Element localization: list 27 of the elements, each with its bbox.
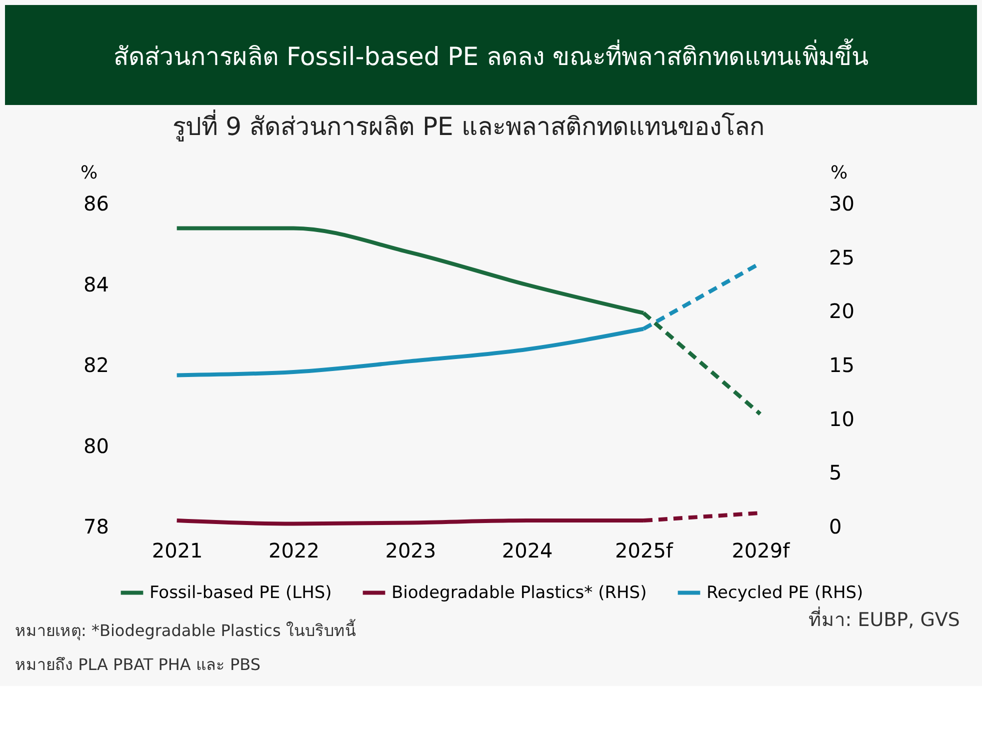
x-tick-label: 2022 (268, 538, 320, 562)
y2-tick-label: 5 (829, 460, 842, 485)
y-axis-title: % (80, 162, 98, 184)
y-tick-label: 86 (84, 192, 109, 216)
text: หมายเหตุ: *Biodegradable Plastics ในบริบทนี้ หมายถึง PLA PBAT PHA และ PBS (15, 619, 356, 674)
y2-tick-label: 15 (829, 353, 854, 377)
y2-axis-title: % (830, 162, 848, 184)
y2-tick-label: 25 (829, 245, 854, 270)
legend-label: Biodegradable Plastics* (RHS) (392, 582, 647, 603)
y2-tick-label: 0 (829, 514, 842, 538)
x-tick-label: 2029f (732, 538, 791, 562)
x-tick-label: 2023 (385, 538, 436, 562)
y2-tick-label: 30 (829, 192, 854, 216)
y-tick-label: 78 (84, 514, 109, 538)
x-tick-label: 2025f (615, 538, 674, 562)
y-tick-label: 82 (84, 353, 109, 377)
legend-label: Fossil-based PE (LHS) (150, 582, 332, 603)
chart-title: สัดส่วนการผลิต Fossil-based PE ลดลง ขณะที่พลาสติกทดแทนเพิ่มขึ้น (114, 38, 868, 71)
x-tick-label: 2021 (152, 538, 203, 562)
chart-subtitle: รูปที่ 9 สัดส่วนการผลิต PE และพลาสติกทดแทนของโลก (172, 109, 764, 142)
legend-label: Recycled PE (RHS) (706, 582, 864, 603)
y-tick-label: 84 (84, 272, 109, 296)
text: ที่มา: EUBP, GVS (808, 606, 960, 631)
y2-tick-label: 20 (829, 299, 854, 324)
x-tick-label: 2024 (502, 538, 553, 562)
y2-tick-label: 10 (829, 406, 854, 431)
y-tick-label: 80 (84, 434, 109, 458)
